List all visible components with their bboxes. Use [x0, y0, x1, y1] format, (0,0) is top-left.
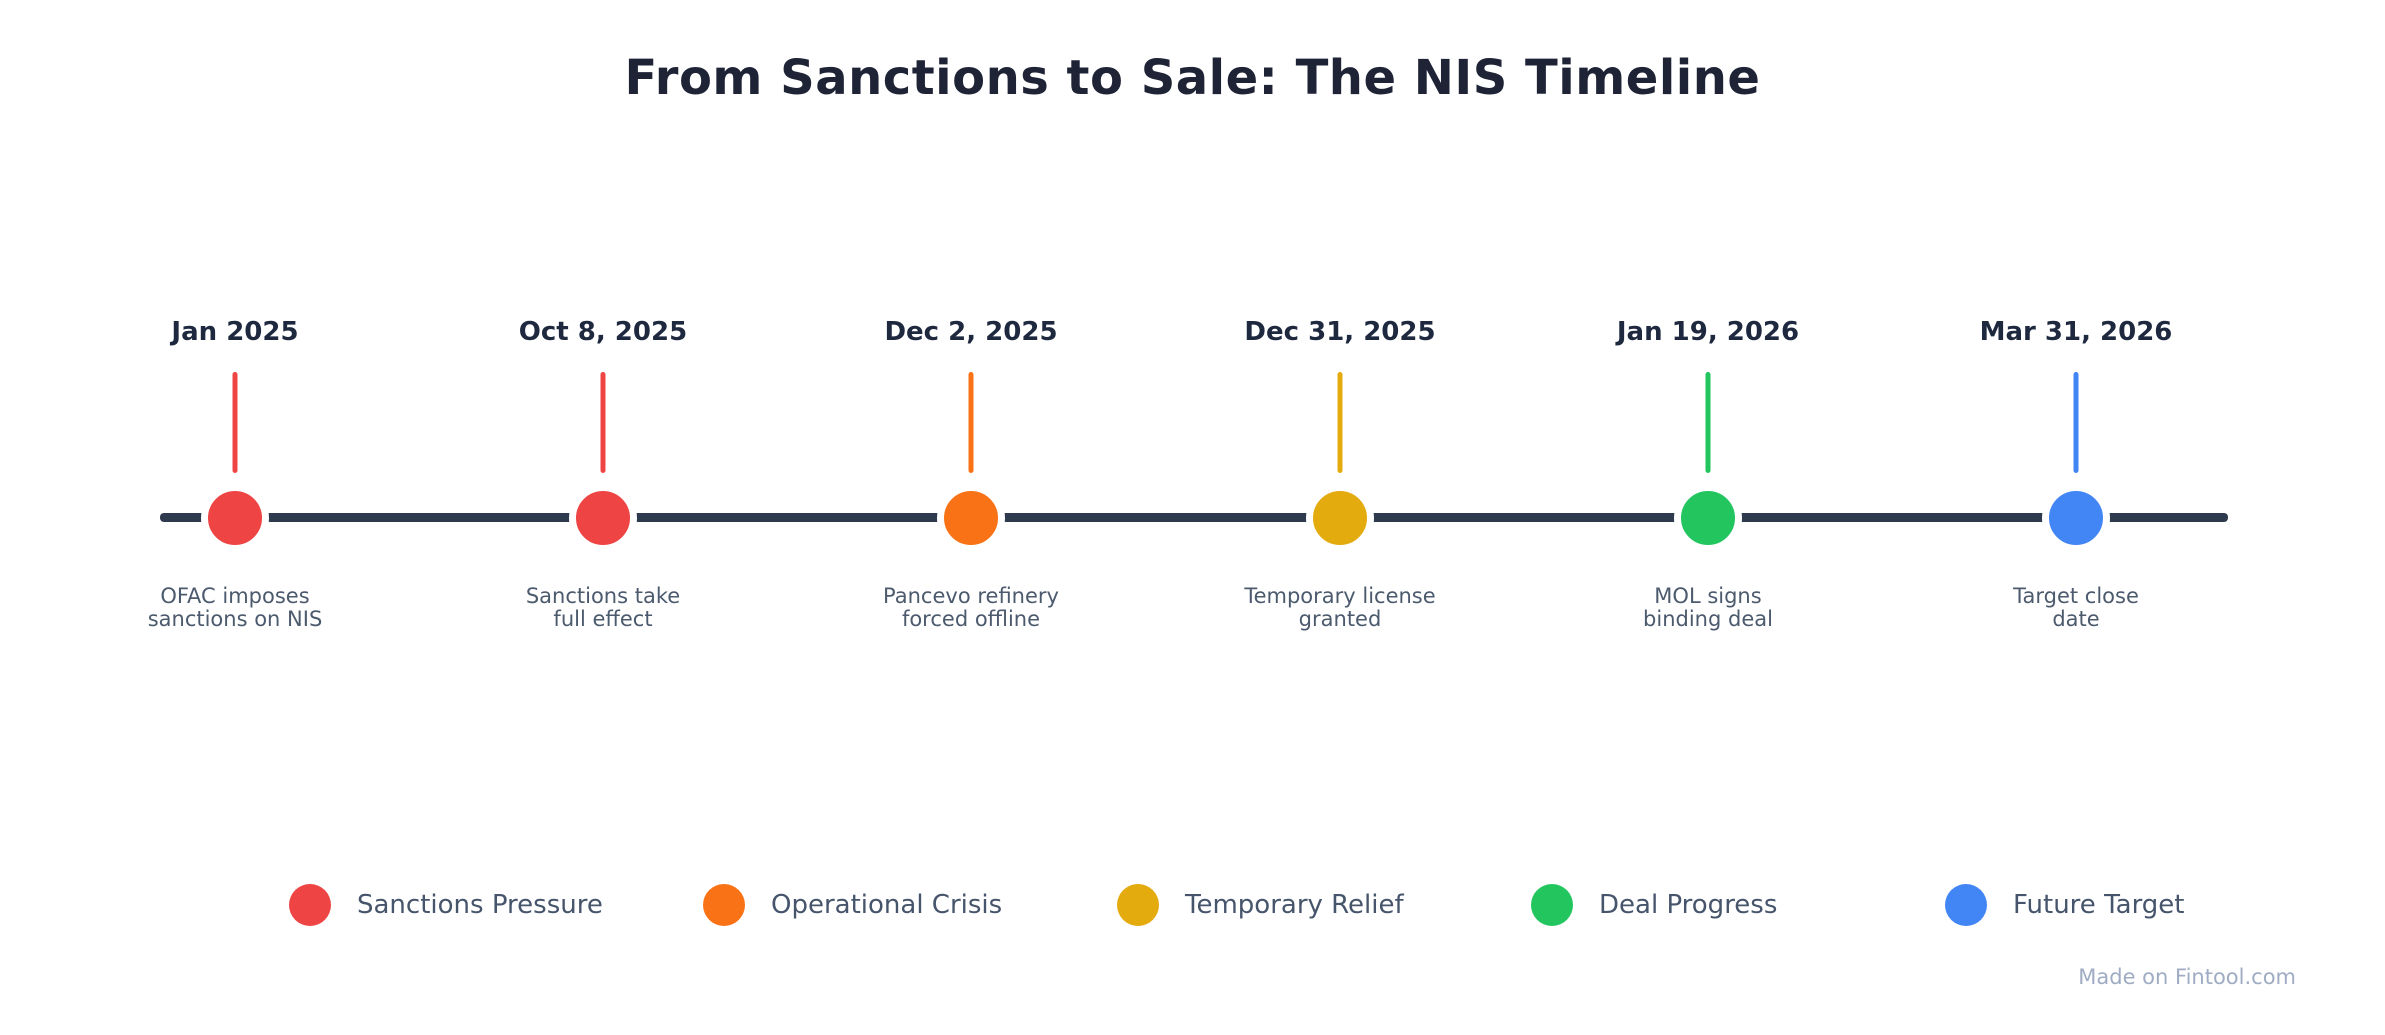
event-label-line2: date: [2052, 607, 2100, 631]
event-stem: [2073, 372, 2079, 473]
event-stem: [968, 372, 974, 473]
event-label-line2: sanctions on NIS: [147, 607, 323, 631]
event-stem: [1337, 372, 1343, 473]
event-label-line1: MOL signs: [1654, 584, 1762, 608]
legend-label: Deal Progress: [1599, 890, 1778, 920]
legend-swatch-deal-progress: [1531, 884, 1573, 926]
legend-swatch-operational-crisis: [703, 884, 745, 926]
event-date: Mar 31, 2026: [1979, 317, 2173, 347]
legend-item-future-target: Future Target: [1945, 884, 2185, 926]
event-dot: [937, 484, 1005, 552]
event-label: MOL signs binding deal: [1538, 585, 1878, 631]
event-label-line1: OFAC imposes: [160, 584, 310, 608]
timeline-event-jan-19-2026: Jan 19, 2026 MOL signs binding deal: [1538, 0, 1878, 700]
event-date: Dec 31, 2025: [1244, 317, 1436, 347]
event-date: Dec 2, 2025: [884, 317, 1058, 347]
timeline-event-dec-2-2025: Dec 2, 2025 Pancevo refinery forced offl…: [801, 0, 1141, 700]
timeline-event-mar-31-2026: Mar 31, 2026 Target close date: [1906, 0, 2246, 700]
event-stem: [1705, 372, 1711, 473]
event-label-line2: binding deal: [1643, 607, 1773, 631]
event-stem: [232, 372, 238, 473]
event-label-line2: full effect: [553, 607, 653, 631]
legend-label: Sanctions Pressure: [357, 890, 603, 920]
event-label-line1: Temporary license: [1244, 584, 1436, 608]
event-date: Jan 2025: [171, 317, 299, 347]
legend-swatch-sanctions-pressure: [289, 884, 331, 926]
legend-item-deal-progress: Deal Progress: [1531, 884, 1777, 926]
event-label-line1: Target close: [2013, 584, 2139, 608]
event-date: Jan 19, 2026: [1616, 317, 1800, 347]
timeline-event-jan-2025: Jan 2025 OFAC imposes sanctions on NIS: [65, 0, 405, 700]
event-label: OFAC imposes sanctions on NIS: [65, 585, 405, 631]
page-title: From Sanctions to Sale: The NIS Timeline: [624, 50, 1761, 106]
event-dot: [2042, 484, 2110, 552]
timeline-event-oct-8-2025: Oct 8, 2025 Sanctions take full effect: [433, 0, 773, 700]
legend-item-temporary-relief: Temporary Relief: [1117, 884, 1404, 926]
legend-label: Future Target: [2013, 890, 2185, 920]
event-label-line2: granted: [1298, 607, 1382, 631]
legend-swatch-future-target: [1945, 884, 1987, 926]
event-label: Target close date: [1906, 585, 2246, 631]
legend-label: Temporary Relief: [1185, 890, 1404, 920]
event-label-line1: Sanctions take: [525, 584, 681, 608]
event-date: Oct 8, 2025: [518, 317, 688, 347]
event-label: Sanctions take full effect: [433, 585, 773, 631]
timeline-axis: [160, 513, 2228, 522]
legend-item-operational-crisis: Operational Crisis: [703, 884, 1002, 926]
timeline-event-dec-31-2025: Dec 31, 2025 Temporary license granted: [1170, 0, 1510, 700]
event-dot: [569, 484, 637, 552]
legend-label: Operational Crisis: [771, 890, 1003, 920]
event-dot: [1306, 484, 1374, 552]
event-label: Pancevo refinery forced offline: [801, 585, 1141, 631]
event-label: Temporary license granted: [1170, 585, 1510, 631]
event-label-line1: Pancevo refinery: [883, 584, 1059, 608]
legend-item-sanctions-pressure: Sanctions Pressure: [289, 884, 603, 926]
event-dot: [1674, 484, 1742, 552]
event-stem: [600, 372, 606, 473]
event-dot: [201, 484, 269, 552]
footer-credit: Made on Fintool.com: [2078, 965, 2296, 989]
event-label-line2: forced offline: [901, 607, 1041, 631]
legend-swatch-temporary-relief: [1117, 884, 1159, 926]
